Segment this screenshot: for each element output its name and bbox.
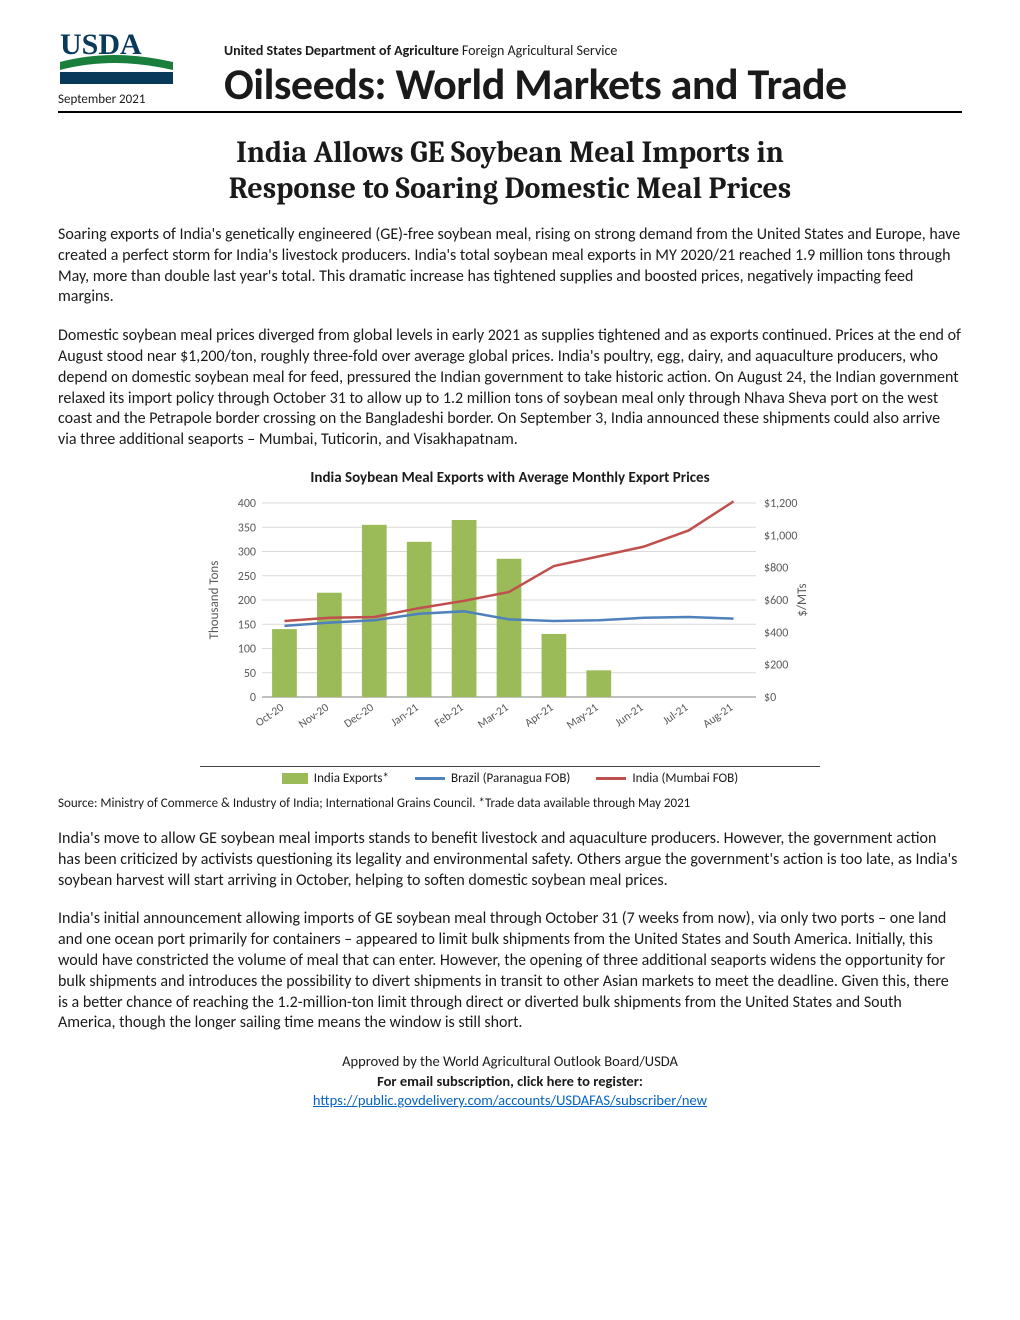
svg-text:Jan-21: Jan-21 [389,701,422,730]
svg-text:350: 350 [238,521,256,535]
chart-source: Source: Ministry of Commerce & Industry … [58,796,962,811]
legend-swatch-bar [282,773,308,784]
legend-india: India (Mumbai FOB) [596,771,738,786]
article-title-line2: Response to Soaring Domestic Meal Prices [229,171,791,206]
svg-text:150: 150 [238,618,256,632]
chart-container: India Soybean Meal Exports with Average … [200,469,820,786]
svg-text:Jun-21: Jun-21 [613,701,647,730]
svg-text:$200: $200 [764,659,788,673]
legend-label-bars: India Exports* [314,771,389,786]
svg-text:$0: $0 [764,691,776,705]
page-footer: Approved by the World Agricultural Outlo… [58,1052,962,1111]
svg-text:$600: $600 [764,594,788,608]
paragraph-2: Domestic soybean meal prices diverged fr… [58,326,962,451]
svg-text:$1,200: $1,200 [764,497,797,511]
report-date: September 2021 [58,92,145,107]
logo-column: USDA September 2021 [58,28,218,107]
svg-text:Dec-20: Dec-20 [342,701,377,731]
footer-subscription: For email subscription, click here to re… [58,1072,962,1092]
svg-text:Apr-21: Apr-21 [522,701,556,731]
svg-text:Aug-21: Aug-21 [701,701,736,732]
svg-text:100: 100 [238,642,256,656]
svg-text:$/MTs: $/MTs [795,583,810,616]
svg-text:250: 250 [238,570,256,584]
svg-text:May-21: May-21 [564,701,601,733]
svg-text:Thousand Tons: Thousand Tons [207,561,222,640]
svg-text:400: 400 [238,497,256,511]
paragraph-1: Soaring exports of India's genetically e… [58,225,962,308]
legend-label-brazil: Brazil (Paranagua FOB) [451,771,570,786]
svg-text:$400: $400 [764,626,788,640]
svg-text:300: 300 [238,545,256,559]
svg-text:Nov-20: Nov-20 [296,701,332,732]
svg-text:Mar-21: Mar-21 [475,701,511,732]
report-title: Oilseeds: World Markets and Trade [218,61,962,107]
chart-title: India Soybean Meal Exports with Average … [200,469,820,487]
paragraph-3: India's move to allow GE soybean meal im… [58,829,962,891]
svg-text:Jul-21: Jul-21 [660,701,691,728]
header-text-column: United States Department of Agriculture … [218,42,962,107]
svg-text:Feb-21: Feb-21 [432,701,466,731]
legend-bars: India Exports* [282,771,389,786]
legend-swatch-india [596,777,626,780]
footer-approved: Approved by the World Agricultural Outlo… [58,1052,962,1072]
svg-text:$1,000: $1,000 [764,529,797,543]
legend-brazil: Brazil (Paranagua FOB) [415,771,570,786]
svg-text:0: 0 [250,691,256,705]
usda-logo-icon: USDA [58,28,178,88]
chart-svg-holder: 0 50 100 150 200 250 300 350 400 $0 $200 $400 $600 $8… [200,493,820,758]
legend-label-india: India (Mumbai FOB) [632,771,738,786]
legend-swatch-brazil [415,777,445,780]
svg-text:Oct-20: Oct-20 [253,701,287,730]
svg-text:50: 50 [244,667,256,681]
article-title-line1: India Allows GE Soybean Meal Imports in [236,135,784,170]
svg-text:200: 200 [238,594,256,608]
article-title: India Allows GE Soybean Meal Imports in … [120,135,900,207]
svg-text:$800: $800 [764,562,788,576]
chart-svg: 0 50 100 150 200 250 300 350 400 $0 $200 $400 $600 $8… [200,493,820,753]
footer-link[interactable]: https://public.govdelivery.com/accounts/… [313,1091,707,1109]
paragraph-4: India's initial announcement allowing im… [58,909,962,1034]
chart-legend: India Exports* Brazil (Paranagua FOB) In… [200,766,820,786]
report-header: USDA September 2021 United States Depart… [58,28,962,113]
